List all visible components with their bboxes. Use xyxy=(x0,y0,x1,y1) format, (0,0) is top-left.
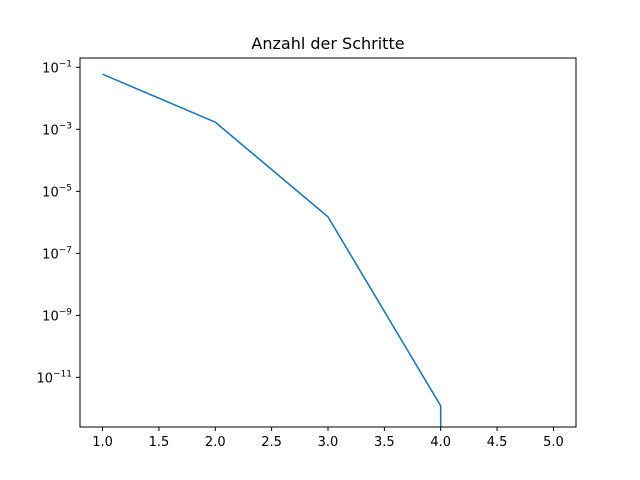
y-tick-label: 10−11 xyxy=(36,369,72,386)
x-axis: 1.0 1.5 2.0 2.5 3.0 3.5 4.0 4.5 5.0 xyxy=(92,427,564,450)
x-tick-label: 1.5 xyxy=(149,435,170,450)
plot-line-layer xyxy=(102,73,442,427)
y-axis: 10−1 10−3 10−5 10−7 10−9 10−11 xyxy=(36,59,80,386)
x-tick-label: 3.5 xyxy=(374,435,395,450)
x-tick-label: 2.0 xyxy=(205,435,226,450)
plot-frame xyxy=(79,57,577,428)
x-tick-label: 3.0 xyxy=(318,435,339,450)
x-tick-label: 4.0 xyxy=(430,435,451,450)
y-tick-label: 10−9 xyxy=(42,307,72,324)
y-tick-label: 10−7 xyxy=(42,245,72,262)
x-tick-label: 5.0 xyxy=(543,435,564,450)
x-tick-label: 4.5 xyxy=(487,435,508,450)
x-tick-label: 2.5 xyxy=(261,435,282,450)
y-tick-label: 10−5 xyxy=(42,183,72,200)
y-tick-label: 10−3 xyxy=(42,121,72,138)
y-tick-label: 10−1 xyxy=(42,59,72,76)
x-tick-label: 1.0 xyxy=(92,435,113,450)
chart-title: Anzahl der Schritte xyxy=(251,34,404,53)
series-line-0 xyxy=(102,73,442,427)
